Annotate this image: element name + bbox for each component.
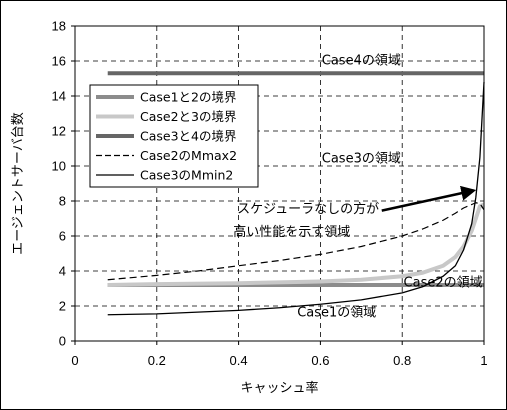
y-tick-label: 8 xyxy=(59,194,66,209)
x-tick-label: 0 xyxy=(71,353,78,368)
x-tick-label: 0.4 xyxy=(230,353,248,368)
plot-frame xyxy=(74,25,485,342)
x-axis-title: キャッシュ率 xyxy=(240,380,318,396)
series-line-5 xyxy=(107,81,485,316)
y-axis-title: エージェントサーバ台数 xyxy=(11,112,26,255)
legend-label-2: Case2と3の境界 xyxy=(140,109,237,124)
series-line-2 xyxy=(107,202,485,287)
legend-label-1: Case1と2の境界 xyxy=(140,90,237,105)
y-tick-label: 6 xyxy=(59,229,66,244)
y-tick-label: 10 xyxy=(52,159,66,174)
annotation-arrow xyxy=(381,185,477,212)
y-tick-label: 4 xyxy=(59,264,66,279)
x-tick-label: 0.2 xyxy=(148,353,166,368)
region-label-6: Case1の領域 xyxy=(297,304,376,320)
legend-label-5: Case3のMmin2 xyxy=(140,168,233,183)
y-tick-label: 2 xyxy=(59,299,66,314)
y-tick-label: 14 xyxy=(52,89,66,104)
y-tick-label: 0 xyxy=(59,334,66,349)
region-label-5: Case2の領域 xyxy=(404,275,483,291)
y-tick-label: 18 xyxy=(52,19,66,34)
legend: Case1と2の境界 Case2と3の境界 Case3と4の境界 Case2のMmax… xyxy=(89,84,259,188)
y-tick-label: 12 xyxy=(52,124,66,139)
x-tick-label: 0.6 xyxy=(311,353,329,368)
series-line-4 xyxy=(107,202,485,281)
region-label-1: Case4の領域 xyxy=(322,52,401,68)
legend-label-4: Case2のMmax2 xyxy=(140,148,237,163)
axes: 0 2 4 6 8 10 12 14 16 18 0 0.2 0.4 0.6 0.8 1 キャッシュ率 エージェン… xyxy=(11,19,488,397)
series-group xyxy=(107,71,485,316)
legend-label-3: Case3と4の境界 xyxy=(140,129,237,144)
region-label-4: 高い性能を示す領域 xyxy=(233,224,350,240)
y-tick-label: 16 xyxy=(52,54,66,69)
region-label-3: スケジューラなしの方が xyxy=(237,201,379,217)
x-tick-label: 1 xyxy=(480,353,487,368)
x-tick-label: 0.8 xyxy=(393,353,411,368)
region-label-2: Case3の領域 xyxy=(322,150,401,166)
